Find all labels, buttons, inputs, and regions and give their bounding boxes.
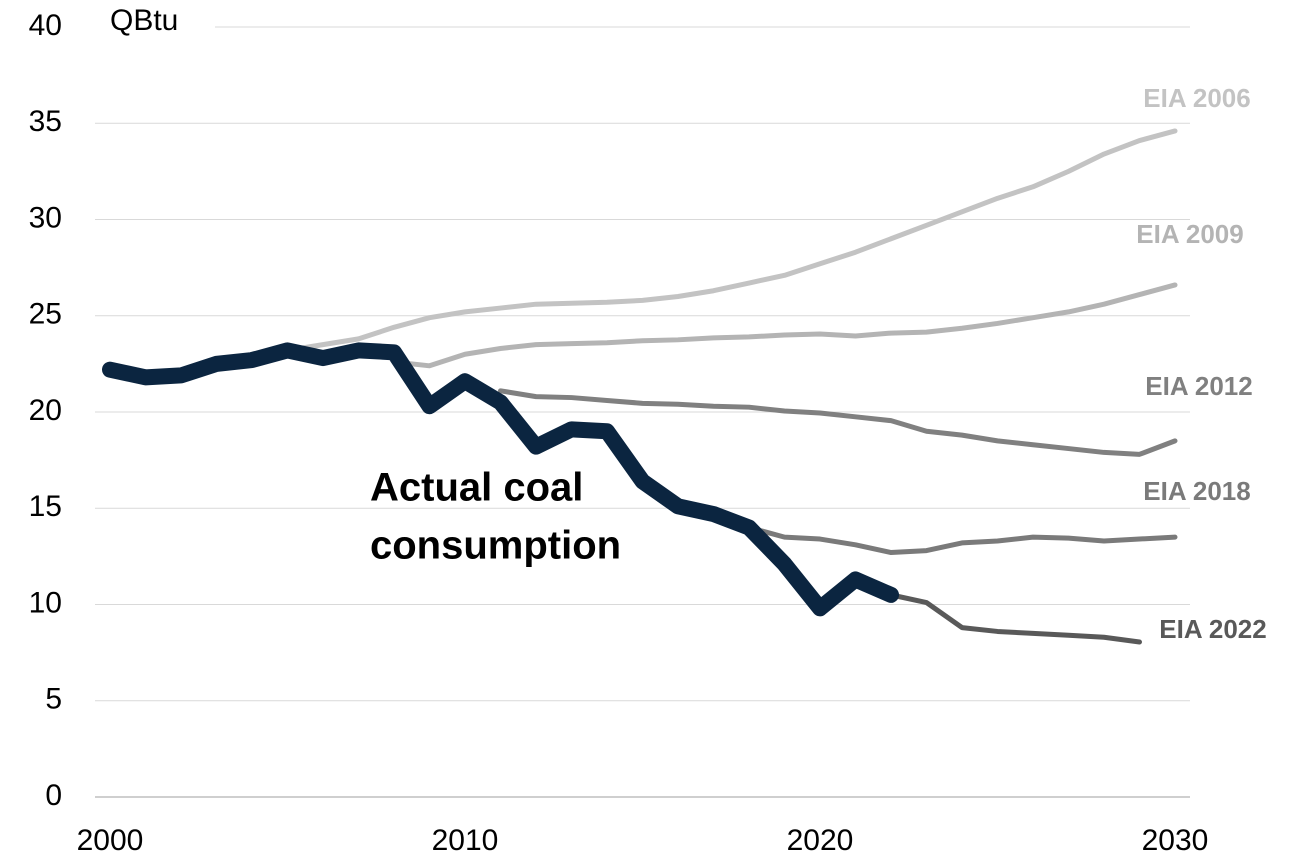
x-tick-label: 2020 xyxy=(787,824,854,857)
x-tick-label: 2000 xyxy=(77,824,144,857)
y-tick-label: 10 xyxy=(29,586,62,619)
legend-label: EIA 2006 xyxy=(1143,83,1250,113)
legend-label: EIA 2018 xyxy=(1143,476,1250,506)
x-tick-label: 2030 xyxy=(1142,824,1209,857)
legend-label: EIA 2012 xyxy=(1145,371,1252,401)
legend-label: EIA 2009 xyxy=(1136,219,1243,249)
y-tick-label: 35 xyxy=(29,105,62,138)
actual-line xyxy=(102,342,899,617)
y-tick-label: 15 xyxy=(29,490,62,523)
y-tick-label: 0 xyxy=(45,779,62,812)
forecast-line xyxy=(498,388,1178,457)
annotation: Actual coal xyxy=(370,466,583,510)
y-tick-label: 25 xyxy=(29,298,62,331)
forecast-line xyxy=(888,592,1142,645)
y-tick-label: 40 xyxy=(29,9,62,42)
forecast-line xyxy=(285,128,1178,353)
annotation: consumption xyxy=(370,524,621,568)
forecast-line xyxy=(391,282,1178,369)
legend-label: EIA 2022 xyxy=(1159,614,1266,644)
y-tick-label: 5 xyxy=(45,683,62,716)
y-tick-label: 30 xyxy=(29,201,62,234)
forecast-line xyxy=(746,525,1178,556)
y-axis-label: QBtu xyxy=(110,4,178,37)
y-tick-label: 20 xyxy=(29,394,62,427)
x-tick-label: 2010 xyxy=(432,824,499,857)
